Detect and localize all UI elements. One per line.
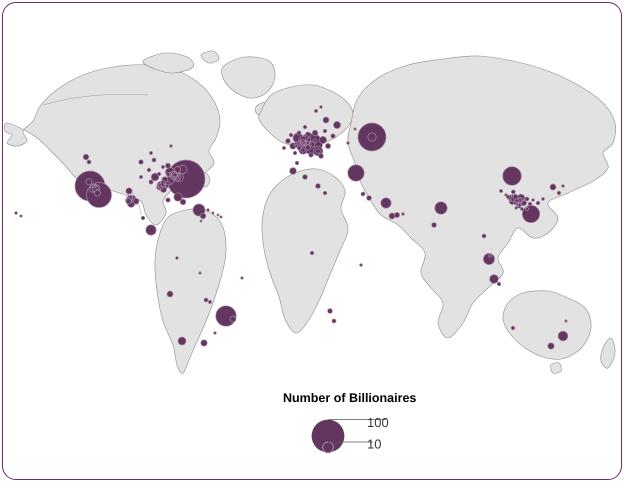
svg-text:10: 10 [367,436,381,451]
svg-text:100: 100 [367,415,389,430]
svg-text:Number of Billionaires: Number of Billionaires [283,391,416,405]
